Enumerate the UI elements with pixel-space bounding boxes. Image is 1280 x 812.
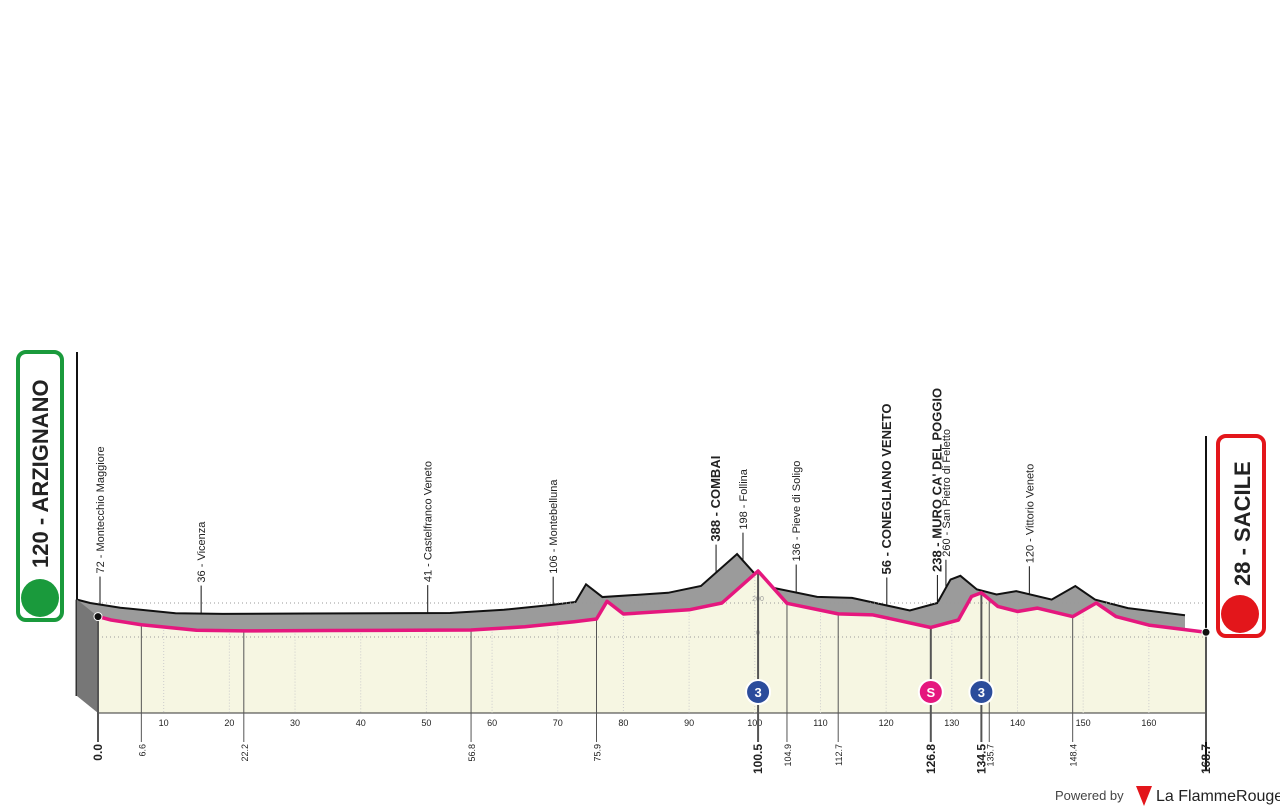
km-marker-label: 126.8	[924, 744, 938, 774]
climb-label: S	[926, 685, 935, 700]
finish-dot	[1201, 627, 1211, 637]
place-label: 72 - Montecchio Maggiore	[95, 446, 107, 573]
x-tick-label: 100	[747, 718, 762, 728]
start-label: 120 - ARZIGNANO	[28, 379, 53, 568]
place-label: 238 - MURO CA' DEL POGGIO	[929, 388, 944, 572]
elevation-line	[97, 569, 1207, 634]
km-marker-label: 0.0	[91, 744, 105, 761]
km-marker-label: 22.2	[240, 744, 250, 762]
km-marker-label: 112.7	[834, 744, 844, 766]
profile-face	[98, 571, 1206, 713]
x-tick-label: 60	[487, 718, 497, 728]
place-label: 120 - Vittorio Veneto	[1024, 464, 1036, 563]
x-tick-label: 120	[879, 718, 894, 728]
x-tick-label: 150	[1076, 718, 1091, 728]
x-tick-label: 70	[553, 718, 563, 728]
profile-side-face	[77, 599, 98, 713]
climb-badge	[917, 679, 944, 705]
km-marker-label: 6.6	[137, 744, 147, 757]
x-tick-label: 20	[224, 718, 234, 728]
x-tick-label: 80	[618, 718, 628, 728]
finish-icon	[1221, 595, 1259, 633]
x-tick-label: 50	[421, 718, 431, 728]
brand-logo	[1136, 786, 1152, 806]
finish-box	[1216, 434, 1266, 638]
x-tick-label: 130	[944, 718, 959, 728]
x-tick-label: 140	[1010, 718, 1025, 728]
climb-label: 3	[754, 685, 761, 700]
place-label: 56 - CONEGLIANO VENETO	[879, 404, 894, 575]
start-box	[16, 350, 64, 622]
profile-ridge	[76, 552, 1186, 617]
x-tick-label: 40	[356, 718, 366, 728]
start-dot	[93, 612, 103, 622]
plot: 0200102030405060708090100110120130140150…	[75, 388, 1213, 774]
place-label: 260 - San Pietro di Feletto	[941, 429, 953, 557]
finish-label: 28 - SACILE	[1230, 461, 1255, 586]
start-icon	[21, 579, 59, 617]
climb-badge	[745, 679, 772, 705]
km-marker-label: 56.8	[467, 744, 477, 762]
km-marker-label: 135.7	[985, 744, 995, 767]
km-marker-label: 75.9	[593, 744, 603, 762]
powered-by: Powered by	[1055, 788, 1124, 803]
climb-badge	[968, 679, 995, 705]
place-label: 106 - Montebelluna	[548, 479, 560, 574]
place-label: 136 - Pieve di Soligo	[791, 461, 803, 562]
km-marker-label: 168.7	[1199, 744, 1213, 774]
place-label: 41 - Castelfranco Veneto	[423, 461, 435, 582]
x-tick-label: 160	[1141, 718, 1156, 728]
place-label: 198 - Follina	[738, 468, 750, 529]
km-marker-label: 104.9	[783, 744, 793, 767]
brand: La FlammeRouge	[1156, 788, 1280, 805]
km-marker-label: 134.5	[974, 744, 988, 774]
climb-label: 3	[978, 685, 985, 700]
x-tick-label: 90	[684, 718, 694, 728]
x-tick-label: 30	[290, 718, 300, 728]
km-marker-label: 100.5	[751, 744, 765, 774]
km-marker-label: 148.4	[1069, 744, 1079, 767]
x-tick-label: 110	[813, 718, 827, 728]
x-tick-label: 10	[159, 718, 169, 728]
place-label: 388 - COMBAI	[708, 456, 723, 542]
place-label: 36 - Vicenza	[196, 521, 208, 583]
